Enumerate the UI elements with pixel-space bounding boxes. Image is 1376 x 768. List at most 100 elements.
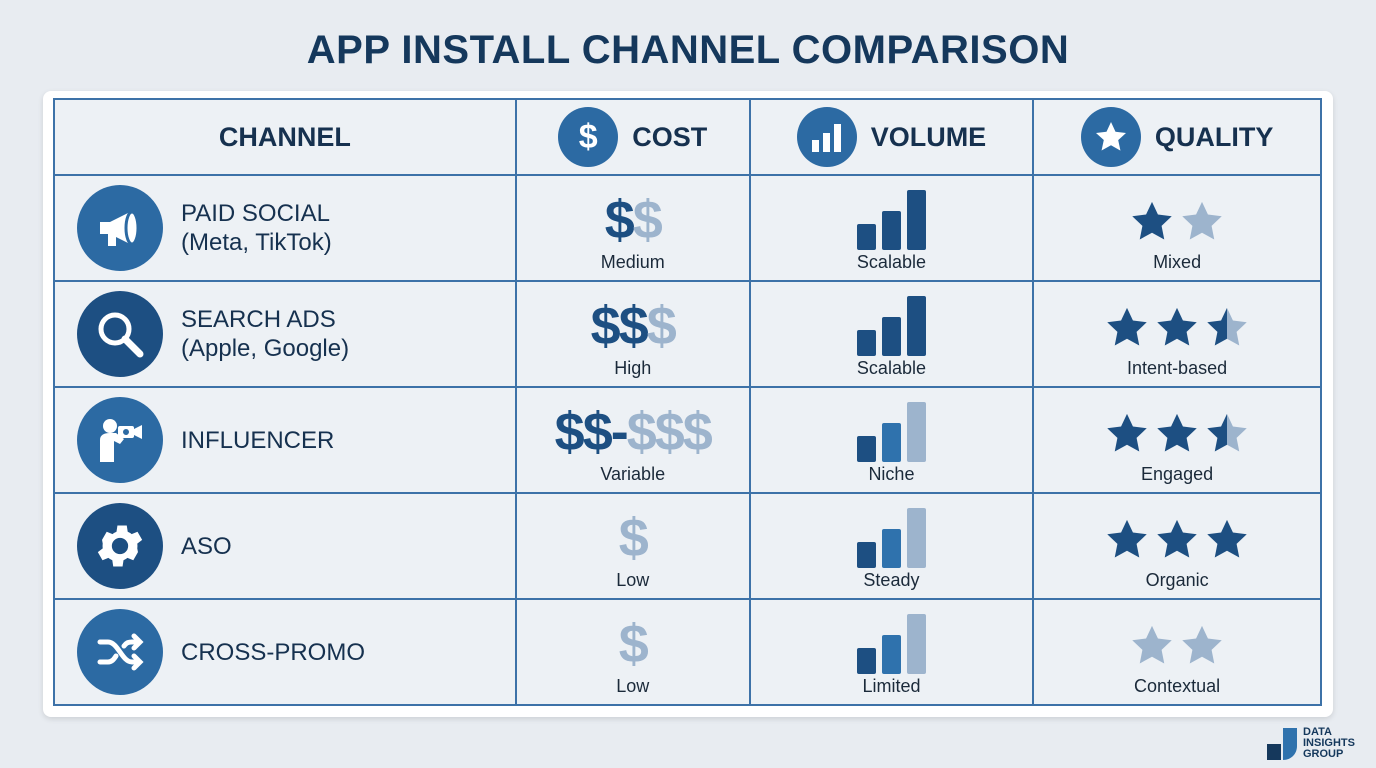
cost-symbols-faded: $ [632,189,663,250]
cost-cell: $ Low [514,492,751,600]
star-icon [1080,107,1141,167]
channel-cell: SEARCH ADS (Apple, Google) [53,280,517,388]
volume-cell: Niche [748,386,1035,494]
header-label: VOLUME [870,121,987,152]
quality-stars-icon [1129,194,1225,250]
table-row: INFLUENCER $$-$$$ Variable Niche Engaged [53,386,1322,494]
quality-cell: Engaged [1032,386,1322,494]
volume-label: Scalable [856,357,926,378]
header-label: COST [632,121,708,152]
logo-text: INSIGHTS [1303,737,1355,749]
cost-cell: $ Low [514,598,751,706]
header-cost: $ COST [514,98,751,176]
volume-bar-dark [856,223,876,250]
volume-cell: Limited [748,598,1035,706]
volume-label: Scalable [856,251,926,272]
cost-cell: $$-$$$ Variable [514,386,751,494]
star-dark [1207,519,1247,557]
volume-bars-icon [856,612,926,674]
quality-label: Mixed [1153,251,1202,272]
volume-bar-dark [881,210,901,250]
influencer-camera-icon [77,397,163,483]
quality-stars-icon [1104,512,1250,568]
volume-label: Niche [868,463,915,484]
volume-bar-mid [881,528,901,568]
quality-stars-icon [1104,406,1250,462]
volume-bar-dark [856,541,876,568]
star-dark [1107,307,1147,345]
volume-bar-dark [906,189,926,250]
star-dark [1157,307,1197,345]
volume-bar-light [906,507,926,568]
header-row: CHANNEL $ COST VOLUME QUALITY [53,98,1322,176]
volume-bar-dark [856,329,876,356]
megaphone-icon [77,185,163,271]
logo: DATA INSIGHTS GROUP [1267,727,1355,760]
cost-label: Low [616,675,650,696]
channel-name: INFLUENCER [181,426,335,454]
volume-bar-dark [906,295,926,356]
quality-label: Contextual [1134,675,1221,696]
star-dark [1132,201,1172,239]
volume-bars-icon [856,188,926,250]
cost-symbols-filled: $$ [590,295,649,356]
comparison-table: CHANNEL $ COST VOLUME QUALITY PAID SOCIAL… [53,98,1322,706]
quality-stars-icon [1104,300,1250,356]
volume-bar-dark [856,647,876,674]
cost-symbols-faded: $ [618,507,649,568]
logo-text: DATA [1303,726,1332,738]
star-dark [1157,519,1197,557]
cost-label: Variable [600,463,666,484]
star-light [1132,625,1172,663]
cost-symbols-filled: $ [604,189,635,250]
channel-cell: ASO [53,492,517,600]
volume-bar-dark [856,435,876,462]
volume-bar-dark [881,316,901,356]
logo-text: GROUP [1303,748,1344,760]
quality-label: Organic [1145,569,1209,590]
cost-cell: $$$ High [514,280,751,388]
volume-label: Limited [862,675,921,696]
header-quality: QUALITY [1032,98,1322,176]
volume-bar-mid [881,422,901,462]
volume-bars-icon [856,294,926,356]
channel-examples: (Meta, TikTok) [181,229,332,256]
cost-label: Low [616,569,650,590]
cost-symbols-filled: $$- [554,401,629,462]
star-half [1207,413,1247,451]
page-title: APP INSTALL CHANNEL COMPARISON [306,28,1070,72]
dollar-icon: $ [558,107,619,167]
volume-cell: Scalable [748,174,1035,282]
header-channel: CHANNEL [53,98,517,176]
channel-examples: (Apple, Google) [181,335,350,362]
cost-symbols-faded: $$$ [626,401,713,462]
cost-symbols-faded: $ [618,613,649,674]
quality-cell: Intent-based [1032,280,1322,388]
header-label: QUALITY [1154,121,1274,152]
bar-chart-icon [796,107,857,167]
table-row: CROSS-PROMO $ Low Limited Contextual [53,598,1322,706]
quality-cell: Organic [1032,492,1322,600]
cost-cell: $$ Medium [514,174,751,282]
star-dark [1107,413,1147,451]
volume-bar-mid [881,634,901,674]
volume-bar-light [906,401,926,462]
channel-name: PAID SOCIAL [181,200,330,227]
star-dark [1157,413,1197,451]
volume-bars-icon [856,506,926,568]
channel-cell: PAID SOCIAL (Meta, TikTok) [53,174,517,282]
volume-label: Steady [863,569,920,590]
gear-icon [77,503,163,589]
volume-cell: Scalable [748,280,1035,388]
star-half [1207,307,1247,345]
channel-name: ASO [181,532,232,560]
cost-label: Medium [600,251,665,272]
quality-label: Engaged [1141,463,1214,484]
quality-cell: Contextual [1032,598,1322,706]
quality-stars-icon [1129,618,1225,674]
table-row: ASO $ Low Steady Organic [53,492,1322,600]
volume-cell: Steady [748,492,1035,600]
star-dark [1107,519,1147,557]
table-row: PAID SOCIAL (Meta, TikTok) $$ Medium Scala… [53,174,1322,282]
star-light [1182,201,1222,239]
